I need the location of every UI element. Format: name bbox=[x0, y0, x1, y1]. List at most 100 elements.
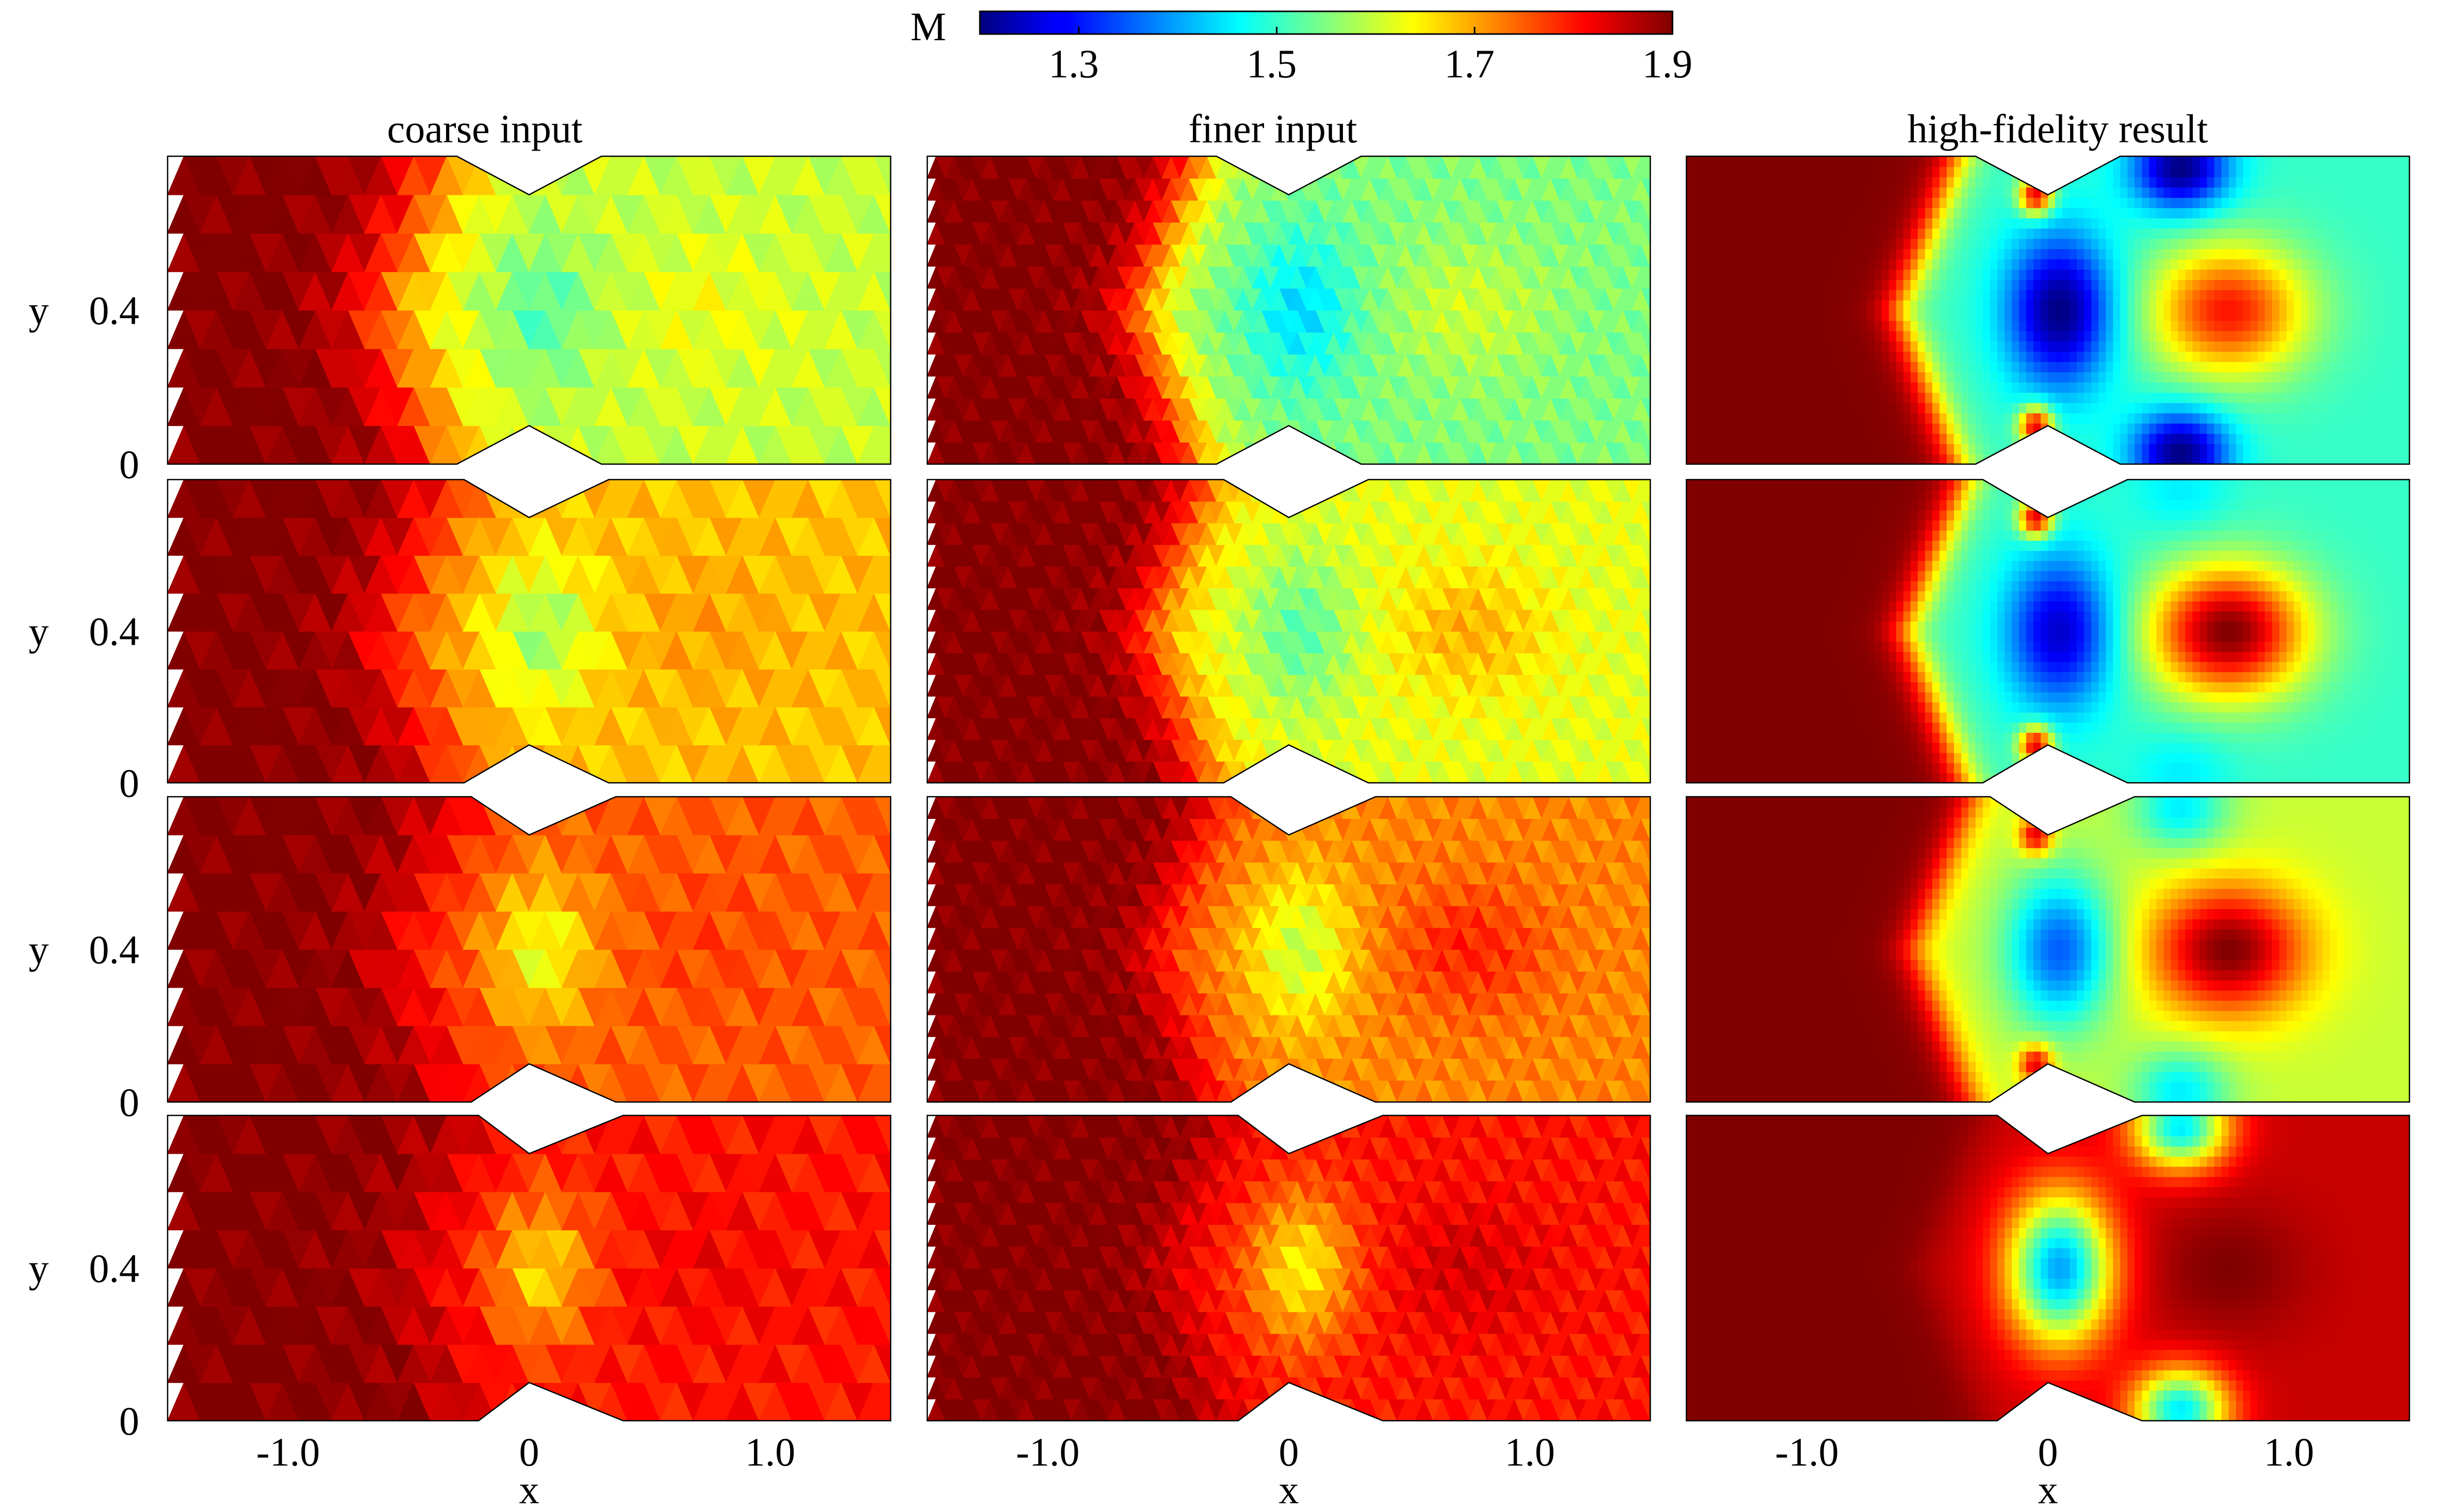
mesh-cell bbox=[1641, 587, 1650, 611]
mach-field-panel-r3-finer bbox=[927, 797, 1650, 1102]
mesh-cell bbox=[1288, 760, 1308, 783]
mesh-cell bbox=[873, 1115, 891, 1155]
panel-grid bbox=[167, 155, 2410, 1422]
colorbar-label: M bbox=[910, 4, 946, 49]
mesh-cell bbox=[1279, 1079, 1299, 1102]
mesh-cell bbox=[873, 1025, 891, 1065]
panel-outline bbox=[167, 479, 892, 784]
colorbar-tick-label: 1.7 bbox=[1445, 41, 1495, 86]
mesh-cell bbox=[873, 1268, 891, 1307]
mesh-cell bbox=[873, 668, 891, 708]
mesh-cell bbox=[1306, 797, 1326, 819]
mesh-cell bbox=[1270, 441, 1290, 464]
mesh-cell bbox=[1306, 441, 1326, 464]
mesh-cell bbox=[1261, 761, 1281, 783]
panel-outline bbox=[167, 1114, 892, 1422]
mesh-cell bbox=[1261, 441, 1281, 464]
mesh-cell bbox=[1252, 797, 1272, 819]
mesh-cell bbox=[873, 1344, 891, 1384]
mesh-cell bbox=[873, 517, 891, 556]
mesh-cell bbox=[1641, 419, 1650, 443]
mesh-cell bbox=[1288, 480, 1308, 502]
mesh-cell bbox=[873, 194, 891, 235]
mesh-cell bbox=[1288, 156, 1308, 179]
mesh-cell bbox=[1641, 375, 1650, 400]
mesh-cell bbox=[512, 1382, 547, 1421]
mesh-cell bbox=[1297, 761, 1317, 783]
mesh-cell bbox=[1641, 905, 1650, 929]
mesh-cell bbox=[873, 987, 891, 1027]
mesh-cell bbox=[1288, 797, 1308, 819]
mesh-cell bbox=[1270, 156, 1290, 179]
mesh-cell bbox=[496, 156, 530, 195]
colorbar-gradient bbox=[979, 10, 1674, 35]
mesh-cell bbox=[1288, 441, 1308, 464]
mesh-cell bbox=[1641, 266, 1650, 289]
mesh-cell bbox=[1641, 696, 1650, 719]
mesh-cell bbox=[873, 480, 891, 519]
mesh-cell bbox=[1641, 971, 1650, 994]
mesh-cell bbox=[873, 1382, 891, 1421]
mesh-cell bbox=[1270, 1079, 1290, 1102]
mesh-cell bbox=[873, 309, 891, 350]
mesh-cell bbox=[1297, 480, 1317, 502]
mesh-cell bbox=[1641, 501, 1650, 524]
mesh-cell bbox=[1641, 309, 1650, 334]
colorbar-ticks: 1.3 1.5 1.7 1.9 bbox=[1048, 27, 1693, 86]
mesh-cell bbox=[1641, 883, 1650, 907]
panel-outline bbox=[926, 796, 1651, 1103]
mach-field-panel-r3-coarse bbox=[168, 797, 891, 1102]
mesh-cell bbox=[1641, 566, 1650, 589]
mesh-cell bbox=[1297, 156, 1317, 179]
mesh-cell bbox=[1641, 200, 1650, 223]
mesh-cell bbox=[873, 873, 891, 912]
mesh-cell bbox=[1641, 480, 1650, 502]
mach-field-panel-r4-finer bbox=[927, 1115, 1650, 1421]
mesh-cell bbox=[873, 593, 891, 632]
mesh-cell bbox=[1243, 761, 1262, 783]
mesh-cell bbox=[1641, 927, 1650, 950]
mesh-cell bbox=[1641, 818, 1650, 842]
mesh-cell bbox=[1641, 441, 1650, 464]
mesh-cell bbox=[1270, 797, 1290, 819]
mesh-cell bbox=[873, 834, 891, 874]
mesh-cell bbox=[1641, 992, 1650, 1016]
mesh-cell bbox=[1641, 609, 1650, 632]
mesh-cell bbox=[1641, 156, 1650, 179]
mach-field-panel-r1-coarse bbox=[168, 156, 891, 464]
mesh-cell bbox=[873, 387, 891, 427]
mesh-cell bbox=[1297, 441, 1317, 464]
mesh-cell bbox=[1641, 243, 1650, 268]
column-title-high-fidelity: high-fidelity result bbox=[1908, 106, 2208, 151]
mesh-cell bbox=[1270, 480, 1290, 502]
mesh-cell bbox=[1261, 797, 1281, 820]
mesh-cell bbox=[873, 949, 891, 989]
mesh-cell bbox=[1279, 156, 1299, 179]
colorbar-tick-label: 1.3 bbox=[1048, 41, 1099, 86]
colorbar-tick-label: 1.5 bbox=[1246, 41, 1297, 86]
mesh-cell bbox=[873, 233, 891, 273]
mesh-cell bbox=[1315, 797, 1335, 820]
column-title-coarse: coarse input bbox=[387, 106, 582, 151]
mesh-cell bbox=[1641, 177, 1650, 202]
mesh-cell bbox=[528, 156, 563, 195]
mesh-cell bbox=[1297, 797, 1317, 820]
mesh-cell bbox=[873, 348, 891, 388]
mesh-cell bbox=[1641, 354, 1650, 377]
mesh-cell bbox=[1279, 480, 1299, 502]
mesh-cell bbox=[873, 555, 891, 595]
colorbar: M 1.3 1.5 1.7 1.9 bbox=[910, 4, 1692, 86]
mach-field-panel-r4-coarse bbox=[168, 1115, 891, 1421]
mesh-cell bbox=[1641, 1079, 1650, 1102]
mesh-cell bbox=[1279, 441, 1299, 464]
mesh-cell bbox=[1641, 1058, 1650, 1081]
mesh-cell bbox=[1641, 761, 1650, 783]
mesh-cell bbox=[1641, 840, 1650, 863]
mach-field-panel-r2-coarse bbox=[168, 480, 891, 783]
mach-field-panel-r1-finer bbox=[927, 156, 1650, 464]
mesh-cell bbox=[1641, 1036, 1650, 1060]
mesh-cell bbox=[1288, 1079, 1308, 1102]
mesh-cell bbox=[1641, 797, 1650, 820]
mesh-cell bbox=[1306, 1079, 1326, 1102]
